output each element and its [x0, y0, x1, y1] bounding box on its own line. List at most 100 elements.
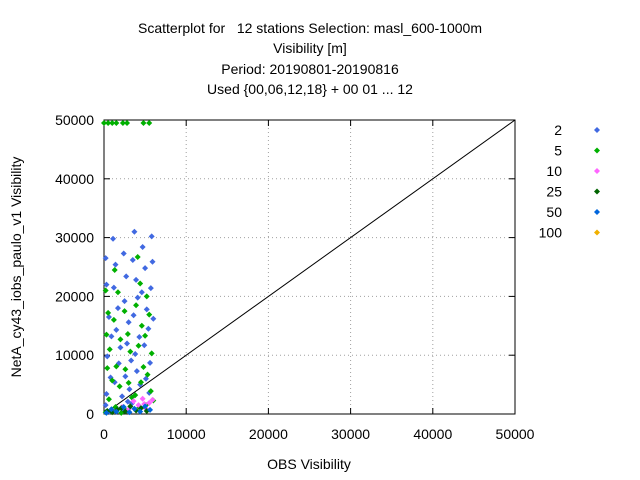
scatter-point [105, 396, 112, 403]
scatter-point [120, 250, 127, 257]
scatter-point [113, 326, 120, 333]
scatter-point [146, 311, 153, 318]
scatter-point [146, 399, 153, 406]
scatter-point [103, 331, 110, 338]
scatter-point [114, 305, 121, 312]
legend-label: 50 [546, 204, 562, 220]
scatter-point [112, 261, 119, 268]
scatter-point [143, 293, 150, 300]
scatter-point [108, 406, 115, 413]
y-tick-label: 0 [86, 406, 94, 422]
scatter-point [113, 119, 120, 126]
title-line-4: Used {00,06,12,18} + 00 01 ... 12 [207, 81, 413, 97]
legend-marker [594, 209, 600, 215]
legend-marker [594, 229, 600, 236]
legend-label: 5 [554, 143, 562, 159]
scatter-point [138, 289, 145, 296]
scatter-point [132, 351, 139, 358]
scatter-point [105, 313, 112, 320]
scatter-point [134, 294, 141, 301]
scatter-point [104, 365, 111, 372]
scatter-point [108, 333, 115, 340]
legend-label: 2 [554, 122, 562, 138]
scatter-point [117, 344, 124, 351]
scatter-point [134, 254, 141, 261]
scatter-point [149, 258, 156, 265]
x-tick-label: 0 [100, 426, 108, 442]
scatter-point [127, 403, 134, 410]
scatter-point [109, 377, 116, 384]
scatter-point [140, 363, 147, 370]
scatter-point [104, 353, 111, 360]
data-points [101, 119, 157, 416]
scatter-point [117, 336, 124, 343]
legend-marker [594, 188, 600, 195]
y-tick-label: 40000 [55, 171, 94, 187]
x-tick-label: 10000 [167, 426, 206, 442]
scatter-point [143, 306, 150, 313]
y-tick-label: 50000 [55, 112, 94, 128]
scatter-point [125, 319, 132, 326]
scatter-point [102, 287, 109, 294]
scatter-point [144, 371, 151, 378]
scatter-point [133, 368, 140, 375]
scatter-point [126, 409, 133, 416]
scatter-point [102, 255, 109, 262]
scatter-point [138, 322, 145, 329]
y-tick-label: 10000 [55, 347, 94, 363]
scatter-point [122, 373, 129, 380]
scatter-point [128, 357, 135, 364]
scatter-point [116, 383, 123, 390]
scatter-point [139, 395, 146, 402]
scatter-point [125, 379, 132, 386]
legend-marker [594, 127, 600, 133]
scatter-point [140, 119, 147, 126]
title-line-1: Scatterplot for 12 stations Selection: m… [138, 20, 482, 36]
scatter-point [135, 342, 142, 349]
x-tick-label: 50000 [496, 426, 535, 442]
scatter-point [113, 408, 120, 415]
scatter-point [123, 273, 130, 280]
diagonal-line [103, 119, 516, 415]
scatter-point [109, 119, 116, 126]
scatter-point [142, 265, 149, 272]
scatter-point [147, 406, 154, 413]
scatter-point [137, 408, 144, 415]
scatter-point [111, 266, 118, 273]
grid [104, 120, 515, 414]
scatter-point [145, 325, 152, 332]
legend-label: 10 [546, 163, 562, 179]
axis-ticks: 0 10000 20000 30000 40000 50000 0 10000 20000 300… [55, 112, 535, 442]
scatter-point [103, 409, 110, 416]
scatter-point [103, 391, 110, 398]
scatter-point [137, 379, 144, 386]
scatter-point [110, 316, 117, 323]
scatter-point [142, 403, 149, 410]
y-tick-label: 30000 [55, 230, 94, 246]
scatter-point [146, 119, 153, 126]
scatter-point [126, 386, 133, 393]
scatter-point [142, 332, 149, 339]
scatter-point [130, 398, 137, 405]
scatter-point [139, 244, 146, 251]
scatter-point [122, 366, 129, 373]
legend-marker [594, 147, 600, 154]
scatter-point [136, 333, 143, 340]
legend-marker [594, 168, 600, 174]
scatter-point [121, 298, 128, 305]
legend-label: 100 [539, 225, 563, 241]
scatter-point [130, 312, 137, 319]
x-tick-label: 30000 [331, 426, 370, 442]
scatter-point [122, 408, 129, 415]
scatter-point [149, 396, 156, 403]
scatter-point [132, 392, 139, 399]
scatter-point [103, 281, 110, 288]
scatter-point [119, 119, 126, 126]
scatter-point [101, 119, 107, 126]
x-axis-label: OBS Visibility [267, 456, 351, 472]
scatter-point [102, 402, 109, 409]
scatter-point [150, 315, 157, 322]
scatter-point [124, 331, 131, 338]
title-line-2: Visibility [m] [273, 40, 347, 56]
